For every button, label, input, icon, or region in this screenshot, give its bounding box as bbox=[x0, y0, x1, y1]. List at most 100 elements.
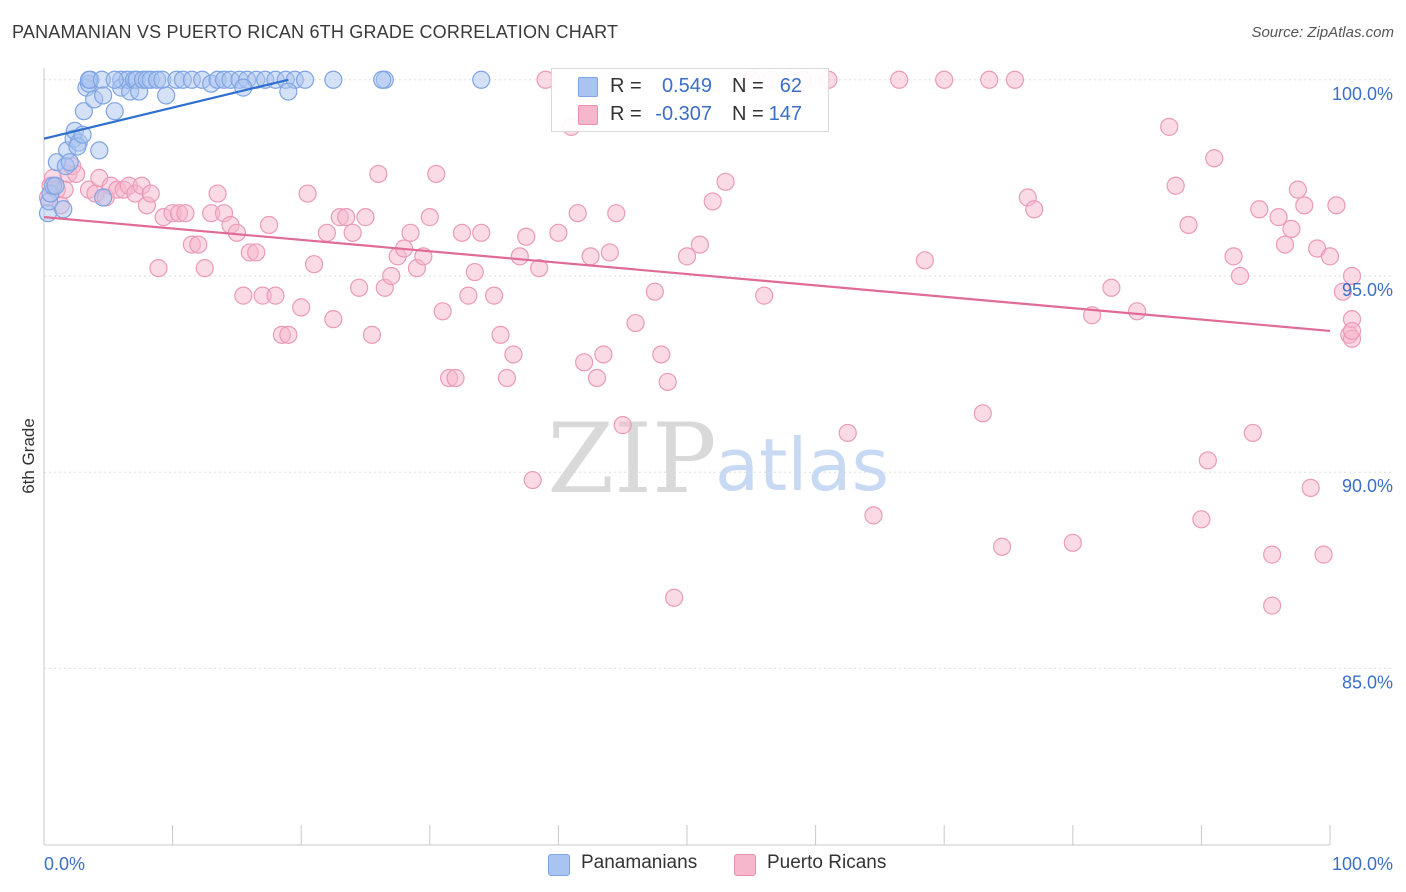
puerto-rican-point bbox=[247, 243, 266, 262]
puerto-rican-point bbox=[195, 259, 214, 278]
puerto-rican-point bbox=[382, 266, 401, 286]
puerto-rican-point bbox=[485, 286, 504, 305]
panamanian-point bbox=[279, 82, 298, 101]
panamanian-point bbox=[295, 70, 315, 89]
puerto-rican-point bbox=[1314, 545, 1333, 564]
puerto-rican-point bbox=[1192, 510, 1211, 529]
puerto-rican-point bbox=[703, 192, 722, 211]
puerto-rican-legend-swatch bbox=[734, 854, 756, 876]
puerto-rican-point bbox=[189, 235, 208, 254]
puerto-rican-point bbox=[716, 172, 735, 191]
puerto-rican-point bbox=[1102, 278, 1121, 297]
puerto-rican-point bbox=[755, 286, 774, 305]
r-label: R = bbox=[610, 103, 642, 125]
puerto-rican-point bbox=[992, 537, 1012, 556]
watermark-zip: ZIP bbox=[547, 403, 716, 515]
puerto-rican-point bbox=[890, 70, 909, 89]
y-tick-label: 90.0% bbox=[1342, 476, 1393, 496]
puerto-rican-point bbox=[973, 404, 992, 423]
puerto-rican-point bbox=[915, 251, 935, 270]
puerto-rican-point bbox=[864, 506, 883, 525]
panamanian-point bbox=[46, 176, 65, 195]
puerto-rican-point bbox=[1179, 215, 1198, 235]
puerto-rican-point bbox=[266, 286, 285, 305]
puerto-rican-point bbox=[1166, 176, 1185, 195]
puerto-rican-point bbox=[304, 255, 324, 274]
puerto-rican-point bbox=[568, 204, 587, 223]
puerto-rican-point bbox=[517, 227, 536, 246]
puerto-rican-point bbox=[838, 423, 857, 443]
puerto-rican-point bbox=[324, 310, 343, 329]
puerto-rican-point bbox=[607, 204, 626, 223]
puerto-rican-point bbox=[575, 353, 594, 372]
puerto-rican-point bbox=[1263, 596, 1282, 615]
panamanian-point bbox=[105, 70, 124, 89]
puerto-rican-point bbox=[1269, 208, 1288, 227]
puerto-rican-point bbox=[1275, 235, 1295, 254]
puerto-rican-point bbox=[369, 164, 388, 184]
puerto-rican-point bbox=[497, 368, 517, 388]
puerto-rican-point bbox=[149, 259, 168, 278]
puerto-rican-point bbox=[401, 223, 420, 242]
puerto-rican-point bbox=[1282, 219, 1301, 238]
r-label: R = bbox=[610, 75, 642, 97]
puerto-rican-point bbox=[1063, 533, 1082, 552]
chart-title: PANAMANIAN VS PUERTO RICAN 6TH GRADE COR… bbox=[12, 22, 619, 42]
puerto-rican-point bbox=[677, 247, 697, 266]
puerto-rican-point bbox=[459, 286, 478, 305]
panamanian-point bbox=[94, 188, 113, 207]
puerto-rican-point bbox=[1333, 282, 1352, 301]
y-axis-title: 6th Grade bbox=[19, 418, 38, 494]
puerto-rican-point bbox=[465, 262, 484, 282]
puerto-rican-point bbox=[613, 416, 632, 435]
puerto-rican-point bbox=[446, 368, 465, 388]
puerto-rican-point bbox=[1025, 200, 1044, 219]
puerto-rican-trend-line bbox=[43, 216, 1331, 333]
puerto-rican-point bbox=[600, 243, 619, 262]
puerto-rican-point bbox=[427, 164, 446, 184]
puerto-rican-point bbox=[549, 223, 568, 242]
panamanian-point bbox=[472, 70, 491, 89]
puerto-rican-point bbox=[594, 345, 613, 364]
puerto-rican-point bbox=[343, 223, 362, 242]
puerto-rican-point bbox=[1230, 266, 1250, 286]
panamanian-point bbox=[74, 102, 93, 121]
puerto-rican-point bbox=[530, 259, 549, 278]
puerto-rican-point bbox=[1198, 451, 1217, 470]
puerto-rican-point bbox=[626, 313, 645, 333]
puerto-rican-point bbox=[1250, 200, 1269, 219]
puerto-rican-point bbox=[491, 325, 510, 344]
puerto-rican-point bbox=[452, 223, 472, 242]
puerto-rican-point bbox=[1288, 180, 1307, 199]
puerto-rican-point bbox=[1327, 196, 1346, 215]
puerto-rican-r-value: -0.307 bbox=[655, 103, 712, 125]
x-tick-label-max: 100.0% bbox=[1332, 854, 1393, 874]
puerto-rican-legend-label: Puerto Ricans bbox=[767, 852, 887, 873]
puerto-rican-point bbox=[1127, 302, 1147, 321]
panamanian-n-value: 62 bbox=[779, 75, 802, 97]
puerto-rican-point bbox=[690, 235, 709, 254]
puerto-rican-point bbox=[1295, 196, 1314, 215]
puerto-rican-n-value: 147 bbox=[768, 103, 802, 125]
y-tick-label: 85.0% bbox=[1342, 672, 1393, 692]
puerto-rican-point bbox=[141, 184, 160, 203]
grid-lines bbox=[44, 79, 1392, 669]
puerto-rican-point bbox=[1342, 266, 1362, 286]
puerto-rican-point bbox=[1160, 117, 1179, 136]
puerto-rican-point bbox=[356, 208, 375, 227]
puerto-rican-point bbox=[1263, 545, 1282, 564]
puerto-rican-point bbox=[510, 247, 529, 266]
watermark: ZIP atlas bbox=[547, 403, 889, 515]
y-tick-label: 100.0% bbox=[1332, 84, 1393, 104]
panamanian-point bbox=[90, 141, 109, 160]
puerto-rican-point bbox=[935, 70, 954, 89]
puerto-rican-point bbox=[504, 345, 523, 364]
stats-legend: R = 0.549 N = 62 R = -0.307 N = 147 bbox=[551, 68, 829, 132]
puerto-rican-point bbox=[337, 208, 356, 227]
panamanian-points bbox=[38, 70, 491, 223]
puerto-rican-point bbox=[259, 215, 279, 235]
panamanian-point bbox=[157, 86, 176, 105]
puerto-rican-swatch bbox=[578, 105, 598, 125]
panamanian-point bbox=[234, 78, 253, 97]
